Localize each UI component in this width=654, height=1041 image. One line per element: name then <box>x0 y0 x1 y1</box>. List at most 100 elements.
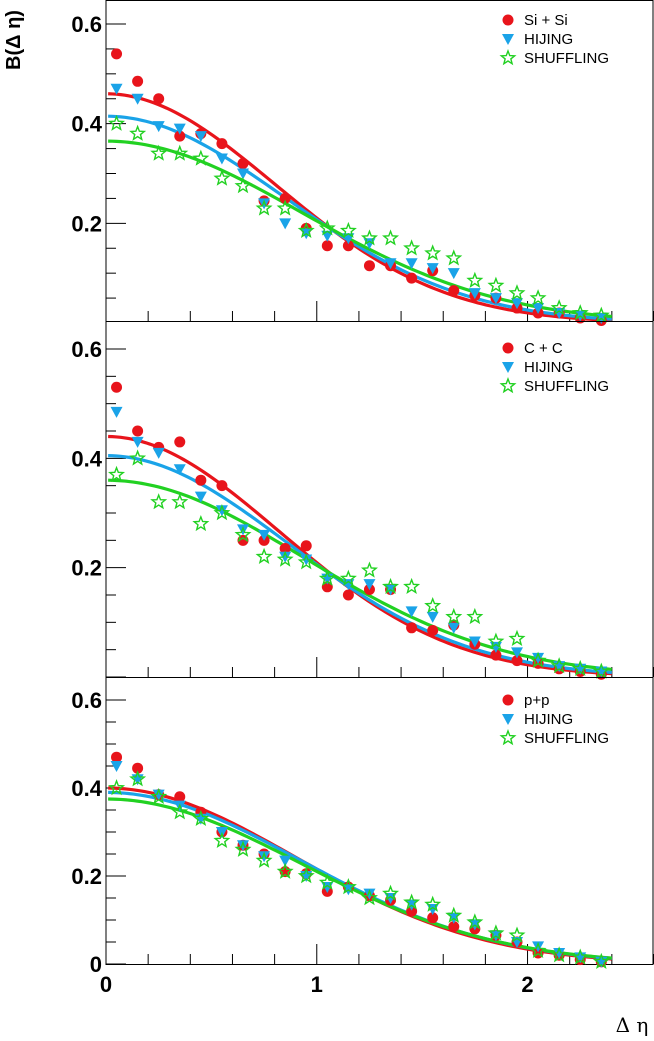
fit-curve-hijing <box>108 114 612 321</box>
legend-marker-hijing <box>502 362 514 373</box>
fit-curve-shuffling <box>108 139 612 319</box>
point-data <box>195 474 207 486</box>
point-data <box>153 93 165 105</box>
point-shuffling <box>150 787 168 805</box>
point-data <box>363 260 375 272</box>
point-shuffling <box>592 952 610 970</box>
point-hijing <box>363 888 376 900</box>
point-hijing <box>447 268 460 280</box>
legend-marker-data <box>502 342 514 354</box>
point-shuffling <box>487 924 505 941</box>
point-shuffling <box>297 221 315 239</box>
point-shuffling <box>445 906 463 923</box>
legend-label-hijing: HIJING <box>524 31 573 48</box>
y-tick-label: 0.2 <box>71 864 102 889</box>
point-hijing <box>237 524 249 536</box>
point-data <box>216 138 228 150</box>
point-data <box>174 791 186 803</box>
point-shuffling <box>255 199 273 216</box>
y-tick-label: 0.6 <box>71 688 102 713</box>
point-shuffling <box>360 889 378 906</box>
fit-curve-data <box>108 92 612 323</box>
point-shuffling <box>382 577 400 595</box>
point-shuffling <box>487 276 505 293</box>
fit-curve-data <box>108 434 612 676</box>
point-hijing <box>363 579 376 591</box>
point-shuffling <box>445 249 463 266</box>
x-tick-label: 1 <box>311 972 323 997</box>
point-shuffling <box>508 926 526 943</box>
point-shuffling <box>508 284 526 301</box>
point-shuffling <box>550 299 568 316</box>
point-shuffling <box>382 884 400 901</box>
legend-label-shuffling: SHUFFLING <box>524 50 609 67</box>
point-shuffling <box>360 229 378 246</box>
point-data <box>279 192 291 204</box>
point-shuffling <box>382 229 400 246</box>
point-shuffling <box>234 177 252 194</box>
point-shuffling <box>529 651 547 668</box>
point-shuffling <box>171 144 189 161</box>
legend-marker-shuffling <box>499 49 517 66</box>
point-data <box>111 48 123 60</box>
point-shuffling <box>171 493 189 510</box>
point-shuffling <box>487 632 505 649</box>
point-shuffling <box>276 862 294 879</box>
point-shuffling <box>466 607 484 625</box>
point-shuffling <box>571 304 589 321</box>
point-shuffling <box>424 596 442 614</box>
point-shuffling <box>255 851 273 868</box>
point-shuffling <box>318 873 336 890</box>
point-shuffling <box>276 550 294 567</box>
y-axis-title-text: B(Δ η) <box>3 10 25 70</box>
point-data <box>406 622 418 634</box>
point-hijing <box>384 258 397 270</box>
point-shuffling <box>360 561 378 578</box>
point-shuffling <box>276 199 294 216</box>
x-tick-label: 2 <box>521 972 533 997</box>
point-shuffling <box>508 629 526 646</box>
point-data <box>342 240 354 252</box>
series-hijing <box>110 83 608 325</box>
panel-frame <box>105 677 654 965</box>
series-shuffling <box>108 770 610 970</box>
point-data <box>132 425 144 437</box>
point-hijing <box>511 647 523 659</box>
point-data <box>174 130 186 142</box>
y-tick-label: 0.4 <box>71 112 102 137</box>
point-shuffling <box>129 124 147 141</box>
point-data <box>237 158 249 170</box>
y-tick-label: 0.6 <box>71 12 102 37</box>
point-shuffling <box>213 504 231 521</box>
point-hijing <box>468 636 481 648</box>
legend-marker-data <box>502 694 514 706</box>
legend-marker-hijing <box>502 34 514 45</box>
point-hijing <box>468 288 481 300</box>
point-shuffling <box>297 867 315 884</box>
point-data <box>321 240 333 252</box>
point-data <box>406 272 418 284</box>
point-shuffling <box>297 553 315 570</box>
point-shuffling <box>234 840 252 857</box>
point-shuffling <box>234 525 252 543</box>
point-hijing <box>237 168 249 180</box>
point-hijing <box>110 83 123 95</box>
panels-layer: 0.2 0.4 0.6 Si + Si HIJING SHUFFLING 0.2 0.4 0.6… <box>71 0 654 977</box>
fit-curve-shuffling <box>108 797 612 960</box>
legend-label-data: p+p <box>524 692 549 709</box>
point-shuffling <box>339 569 357 586</box>
point-hijing <box>447 622 460 634</box>
legend-marker-hijing <box>502 714 514 725</box>
point-shuffling <box>592 306 610 323</box>
series-shuffling <box>108 449 610 679</box>
panel-si-si: 0.2 0.4 0.6 Si + Si HIJING SHUFFLING <box>71 0 654 327</box>
legend: Si + Si HIJING SHUFFLING <box>499 12 609 67</box>
fit-curve-shuffling <box>108 478 613 672</box>
point-data <box>342 589 354 601</box>
point-shuffling <box>192 809 210 827</box>
point-shuffling <box>213 831 231 849</box>
point-hijing <box>152 789 165 801</box>
point-hijing <box>279 218 292 230</box>
point-data <box>490 649 502 661</box>
point-hijing <box>279 551 292 563</box>
